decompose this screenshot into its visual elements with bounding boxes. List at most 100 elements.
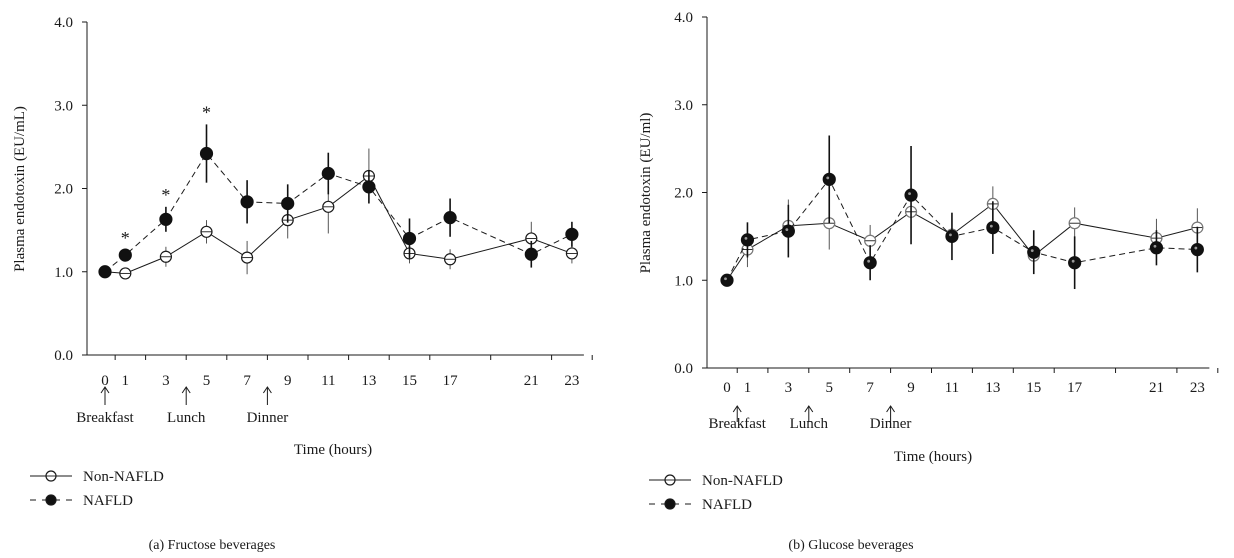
x-tick-label: 15 (402, 373, 417, 389)
marker-highlight (724, 277, 727, 281)
y-tick-label: 2.0 (674, 186, 693, 202)
x-tick-label: 9 (907, 380, 915, 396)
legend-item-nafld: NAFLD (649, 497, 752, 513)
arrow-head (100, 386, 110, 394)
x-tick-label: 11 (321, 373, 335, 389)
arrow-head (181, 386, 191, 394)
x-tick-label: 21 (1149, 380, 1164, 396)
data-point (159, 212, 173, 226)
marker-highlight (867, 259, 871, 263)
x-tick-label: 15 (1026, 380, 1041, 396)
data-point (199, 146, 214, 161)
x-tick-label: 17 (443, 373, 459, 389)
meal-label: Breakfast (708, 416, 766, 432)
data-point (402, 231, 417, 246)
y-tick-label: 4.0 (54, 15, 73, 31)
meal-label: Lunch (167, 410, 206, 426)
marker-highlight (1153, 244, 1157, 248)
meal-label: Dinner (870, 416, 912, 432)
y-tick-label: 3.0 (54, 98, 73, 114)
data-point (740, 233, 755, 247)
legend-item-nafld: NAFLD (30, 493, 133, 509)
series-nafld (720, 135, 1204, 290)
chart-panel-a: 0.01.02.03.04.00 1 3 5 7 9 11 13 15 17 21 23Breakfa… (12, 15, 593, 553)
data-point (524, 247, 538, 261)
data-point (281, 196, 295, 211)
x-tick-label: 0 (101, 373, 109, 389)
y-tick-label: 0.0 (674, 361, 693, 377)
x-tick-label: 3 (162, 373, 170, 389)
data-point (904, 188, 918, 202)
y-tick-label: 4.0 (674, 10, 693, 26)
x-tick-label: 1 (122, 373, 130, 389)
x-tick-label: 9 (284, 373, 292, 389)
legend-label: NAFLD (702, 497, 752, 513)
meal-marker-breakfast: Breakfast (708, 405, 767, 432)
legend-label: Non-NAFLD (83, 469, 164, 485)
series-nafld (98, 124, 579, 279)
data-point (945, 229, 959, 243)
data-point (1027, 245, 1041, 259)
x-tick-label: 1 (744, 380, 752, 396)
data-point (986, 221, 1000, 235)
legend-item-non-nafld: Non-NAFLD (30, 469, 164, 485)
legend-label: Non-NAFLD (702, 473, 783, 489)
meal-marker-breakfast: Breakfast (76, 386, 135, 426)
x-axis-title: Time (hours) (894, 449, 972, 465)
legend-marker (664, 498, 676, 510)
series-line (726, 203, 1198, 281)
x-tick-label: 23 (564, 373, 579, 389)
marker-highlight (908, 192, 911, 196)
marker-highlight (785, 228, 789, 232)
series-line (104, 175, 573, 274)
y-tick-label: 1.0 (674, 273, 693, 289)
x-tick-label: 23 (1190, 380, 1205, 396)
data-point (118, 248, 132, 262)
marker-highlight (949, 233, 952, 237)
y-axis-title: Plasma endotoxin (EU/ml) (638, 113, 654, 274)
x-tick-label: 13 (985, 380, 1000, 396)
significance-asterisk: * (202, 102, 211, 122)
y-tick-label: 2.0 (54, 182, 73, 198)
data-point (781, 224, 795, 238)
data-point (822, 172, 836, 186)
arrow-head (886, 405, 896, 413)
marker-highlight (1071, 259, 1075, 263)
panel-caption: (a) Fructose beverages (149, 538, 276, 553)
x-tick-label: 7 (866, 380, 874, 396)
marker-highlight (1030, 249, 1034, 253)
meal-marker-dinner: Dinner (247, 386, 289, 426)
series-line (726, 178, 1198, 281)
data-point (362, 180, 376, 194)
data-point (443, 211, 457, 225)
data-point (98, 265, 112, 279)
y-tick-label: 1.0 (54, 265, 73, 281)
marker-highlight (1194, 246, 1198, 250)
series-non-nafld (98, 148, 579, 280)
x-tick-label: 7 (243, 373, 251, 389)
x-axis-title: Time (hours) (294, 442, 372, 458)
x-tick-label: 21 (524, 373, 539, 389)
x-tick-label: 3 (785, 380, 793, 396)
data-point (565, 227, 579, 241)
legend-item-non-nafld: Non-NAFLD (649, 473, 783, 489)
data-point (720, 273, 734, 287)
data-point (1190, 242, 1204, 257)
data-point (1068, 256, 1082, 270)
legend-label: NAFLD (83, 493, 133, 509)
significance-asterisk: * (161, 185, 170, 205)
meal-marker-lunch: Lunch (167, 386, 206, 426)
x-tick-label: 13 (361, 373, 376, 389)
chart-panel-b: 0.01.02.03.04.00 1 3 5 7 9 11 13 15 17 21 23Breakfa… (638, 10, 1219, 553)
data-point (1149, 241, 1164, 255)
x-tick-label: 5 (826, 380, 834, 396)
y-tick-label: 0.0 (54, 348, 73, 364)
data-point (863, 256, 877, 270)
arrow-head (732, 405, 742, 413)
meal-label: Breakfast (76, 410, 134, 426)
meal-label: Dinner (247, 410, 289, 426)
legend-marker (45, 494, 57, 506)
x-tick-label: 0 (723, 380, 731, 396)
significance-asterisk: * (121, 228, 130, 248)
